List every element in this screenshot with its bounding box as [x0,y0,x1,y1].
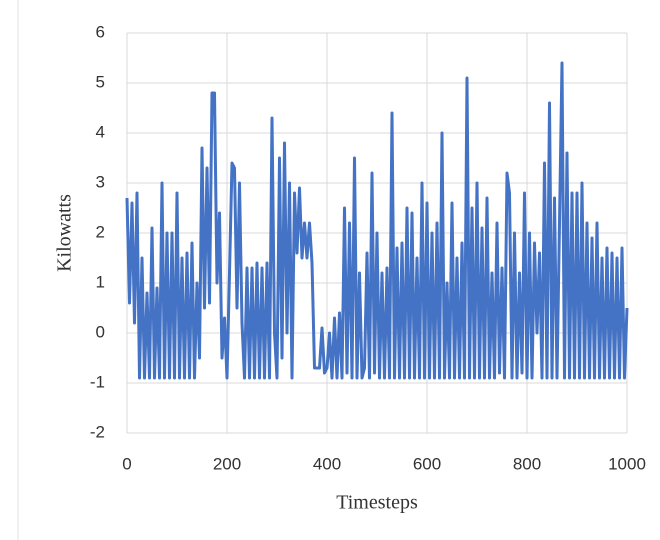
y-tick-label: 3 [96,172,105,191]
x-tick-label: 800 [513,454,541,473]
y-tick-label: -1 [90,372,105,391]
x-tick-label: 1000 [608,454,646,473]
x-tick-label: 400 [313,454,341,473]
x-tick-label: 600 [413,454,441,473]
y-tick-label: 5 [96,72,105,91]
x-axis-label: Timesteps [336,492,418,514]
y-axis-label: Kilowatts [54,194,76,272]
y-tick-label: 6 [96,22,105,41]
y-tick-label: -2 [90,422,105,441]
x-tick-label: 200 [213,454,241,473]
x-tick-label: 0 [122,454,131,473]
y-tick-label: 1 [96,272,105,291]
line-series [125,61,629,380]
y-tick-label: 0 [96,322,105,341]
y-tick-label: 2 [96,222,105,241]
y-tick-label: 4 [96,122,105,141]
